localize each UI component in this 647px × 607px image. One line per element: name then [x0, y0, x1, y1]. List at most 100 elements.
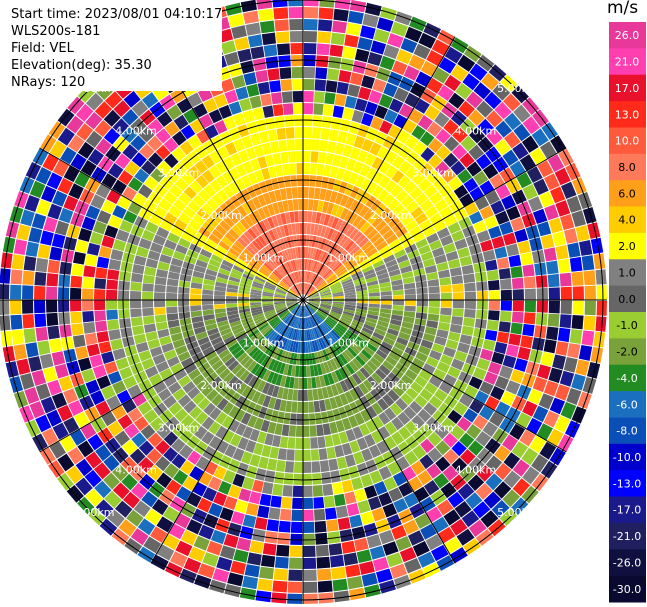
velocity-gate [473, 327, 486, 339]
velocity-gate [279, 508, 292, 521]
velocity-gate [201, 384, 214, 397]
velocity-gate [469, 63, 488, 81]
velocity-gate [188, 546, 206, 562]
colorbar-tick-label: -8.0 [616, 425, 637, 438]
velocity-gate [251, 310, 263, 317]
velocity-gate [428, 395, 443, 409]
velocity-gate [303, 103, 314, 115]
range-ring-label: 4.00km [455, 464, 497, 477]
velocity-gate [284, 376, 291, 388]
colorbar-tick-label: 1.0 [618, 267, 636, 280]
velocity-gate [178, 237, 191, 249]
colorbar-tick-label: -17.0 [613, 504, 641, 517]
velocity-gate [177, 351, 191, 362]
velocity-gate [233, 138, 245, 152]
velocity-gate [290, 55, 303, 67]
velocity-gate [188, 219, 202, 231]
velocity-gate [325, 272, 335, 282]
velocity-gate [411, 261, 424, 271]
velocity-gate [272, 483, 283, 496]
velocity-gate [365, 419, 378, 433]
velocity-gate [377, 320, 389, 328]
velocity-gate [384, 150, 398, 165]
velocity-gate [392, 203, 405, 216]
velocity-gate [526, 417, 543, 435]
velocity-gate [83, 265, 96, 278]
velocity-gate [502, 434, 519, 452]
velocity-gate [264, 231, 273, 243]
velocity-gate [215, 224, 228, 236]
velocity-gate [266, 279, 277, 287]
velocity-gate [238, 149, 250, 163]
velocity-gate [211, 393, 224, 407]
velocity-gate [325, 348, 333, 360]
velocity-gate [280, 311, 290, 320]
velocity-gate [231, 363, 243, 375]
velocity-gate [378, 411, 391, 425]
velocity-gate [443, 242, 457, 254]
velocity-gate [304, 305, 308, 317]
velocity-gate [374, 264, 387, 272]
velocity-gate [363, 346, 375, 356]
velocity-gate [193, 103, 208, 118]
velocity-gate [315, 312, 324, 322]
velocity-gate [529, 435, 546, 453]
velocity-gate [559, 272, 572, 287]
velocity-gate [133, 500, 151, 518]
velocity-gate [267, 277, 278, 285]
velocity-gate [51, 392, 67, 409]
velocity-gate [303, 341, 306, 353]
velocity-gate [245, 146, 257, 160]
velocity-gate [383, 82, 398, 98]
velocity-gate [94, 289, 106, 300]
velocity-gate [131, 482, 148, 500]
velocity-gate [286, 295, 298, 299]
velocity-gate [280, 79, 292, 92]
velocity-gate [203, 402, 216, 416]
velocity-gate [418, 32, 436, 49]
velocity-gate [214, 290, 226, 296]
velocity-gate [392, 305, 404, 311]
velocity-gate [537, 364, 551, 380]
velocity-gate [179, 568, 197, 584]
velocity-gate [88, 507, 106, 526]
velocity-gate [427, 447, 443, 463]
velocity-gate [217, 189, 229, 202]
velocity-gate [319, 375, 326, 388]
velocity-gate [308, 301, 320, 307]
velocity-gate [476, 358, 491, 371]
velocity-gate [394, 249, 407, 259]
velocity-gate [154, 314, 167, 323]
velocity-gate [271, 385, 280, 398]
velocity-gate [450, 64, 469, 82]
colorbar-swatch [609, 417, 646, 445]
velocity-gate [282, 278, 291, 288]
velocity-gate [262, 304, 274, 309]
velocity-gate [163, 431, 179, 446]
velocity-gate [276, 252, 284, 264]
velocity-gate [112, 205, 127, 219]
velocity-gate [178, 300, 190, 307]
velocity-gate [287, 302, 298, 307]
colorbar-swatch [609, 522, 646, 550]
velocity-gate [306, 259, 310, 271]
velocity-gate [303, 425, 310, 437]
velocity-gate [233, 349, 245, 360]
velocity-gate [390, 274, 402, 282]
velocity-gate [250, 46, 265, 60]
velocity-gate [11, 254, 25, 270]
velocity-gate [307, 341, 312, 353]
velocity-gate [273, 398, 282, 411]
velocity-gate [264, 310, 276, 317]
velocity-gate [343, 552, 359, 566]
velocity-gate [264, 357, 273, 369]
colorbar-swatch [609, 153, 646, 181]
velocity-gate [163, 349, 177, 361]
velocity-gate [108, 259, 122, 271]
velocity-gate [377, 398, 389, 411]
velocity-gate [167, 319, 180, 329]
velocity-gate [319, 324, 327, 335]
velocity-gate [429, 212, 443, 225]
velocity-gate [419, 454, 434, 470]
velocity-gate [246, 388, 257, 401]
